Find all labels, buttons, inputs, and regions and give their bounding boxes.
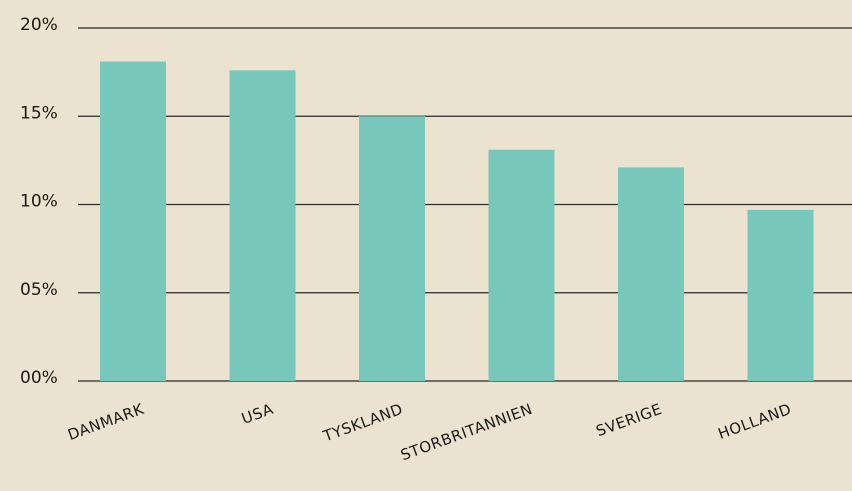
bar-danmark: [100, 61, 166, 381]
y-axis-ticks: 00% 05% 10% 15% 20%: [20, 15, 58, 388]
y-tick-label: 15%: [20, 103, 58, 123]
y-tick-label: 10%: [20, 192, 58, 212]
bar-sverige: [618, 167, 684, 381]
bars: [100, 61, 814, 382]
y-tick-label: 00%: [20, 368, 58, 388]
bar-tyskland: [359, 116, 425, 381]
bar-storbritannien: [488, 149, 555, 381]
y-tick-label: 20%: [20, 15, 58, 35]
bar-holland: [747, 209, 814, 381]
gridlines: [78, 27, 852, 382]
bar-usa: [229, 70, 296, 382]
y-tick-label: 05%: [20, 280, 58, 300]
